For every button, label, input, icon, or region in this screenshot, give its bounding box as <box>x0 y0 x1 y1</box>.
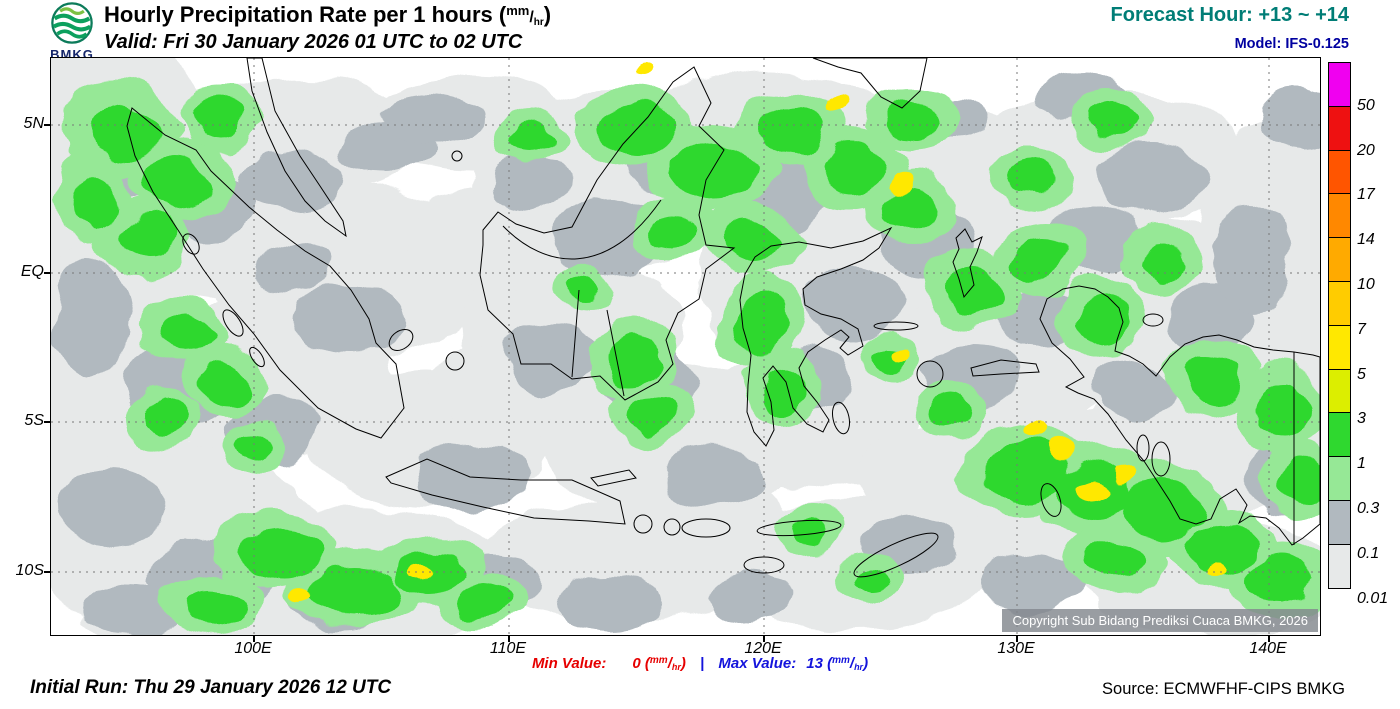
source-label: Source: ECMWFHF-CIPS BMKG <box>1102 680 1345 698</box>
lon-tick-mark <box>508 636 510 642</box>
colorbar <box>1328 62 1351 589</box>
colorbar-label: 17 <box>1357 186 1375 204</box>
colorbar-segment <box>1328 149 1351 195</box>
page-title: Hourly Precipitation Rate per 1 hours (m… <box>104 2 551 28</box>
initial-run-label: Initial Run: Thu 29 January 2026 12 UTC <box>30 677 392 698</box>
title-text: Hourly Precipitation Rate per 1 hours ( <box>104 2 507 27</box>
lat-tick-mark <box>44 571 50 573</box>
colorbar-segment <box>1328 456 1351 501</box>
lat-tick-mark <box>44 124 50 126</box>
minmax-separator: | <box>700 655 705 672</box>
colorbar-label: 50 <box>1357 96 1375 114</box>
precip-layer-green <box>76 100 1320 624</box>
colorbar-segment <box>1328 237 1351 282</box>
bmkg-logo: BMKG <box>44 2 100 62</box>
lat-tick-label: 5N <box>23 115 44 132</box>
colorbar-segment <box>1328 62 1351 107</box>
minmax-line: Min Value: 0 (mm/hr) | Max Value: 13 (mm/h… <box>0 655 1400 672</box>
title-unit-numerator: mm <box>506 3 530 18</box>
colorbar-segment <box>1328 412 1351 458</box>
lon-tick-mark <box>1016 636 1018 642</box>
lon-tick-label: 140E <box>1249 640 1287 657</box>
min-value-unit: (mm/hr) <box>644 655 686 672</box>
colorbar-label: 0.01 <box>1357 589 1389 607</box>
lon-tick-label: 110E <box>489 640 527 657</box>
colorbar-label: 3 <box>1357 410 1366 428</box>
colorbar-label: 5 <box>1357 365 1366 383</box>
lon-tick-label: 130E <box>997 640 1035 657</box>
lat-tick-label: 10S <box>15 562 44 579</box>
lat-tick-label: EQ <box>20 263 44 280</box>
title-unit-slash: / <box>529 9 534 26</box>
lat-tick-label: 5S <box>24 412 44 429</box>
colorbar-label: 0.1 <box>1357 544 1380 562</box>
colorbar-label: 7 <box>1357 320 1366 338</box>
forecast-hour-label: Forecast Hour: +13 ~ +14 <box>1110 4 1349 26</box>
precipitation-map <box>51 58 1320 635</box>
colorbar-segment <box>1328 543 1351 589</box>
colorbar-label: 20 <box>1357 141 1375 159</box>
max-value-unit: (mm/hr) <box>827 655 869 672</box>
colorbar-segment <box>1328 499 1351 545</box>
lat-tick-mark <box>44 272 50 274</box>
colorbar-segment <box>1328 193 1351 239</box>
colorbar-label: 10 <box>1357 276 1375 293</box>
colorbar-segment <box>1328 280 1351 326</box>
valid-time-line: Valid: Fri 30 January 2026 01 UTC to 02 … <box>104 31 523 53</box>
copyright-notice: Copyright Sub Bidang Prediksi Cuaca BMKG… <box>1002 609 1318 632</box>
title-unit-denominator: hr <box>533 17 544 28</box>
bmkg-logo-icon <box>49 2 95 48</box>
min-value-label: Min Value: <box>531 655 607 672</box>
title-close-paren: ) <box>543 2 552 27</box>
max-value-label: Max Value: <box>718 655 797 672</box>
coastlines <box>126 58 1320 578</box>
precipitation-field <box>51 58 1320 635</box>
colorbar-segment <box>1328 324 1351 370</box>
lon-tick-mark <box>253 636 255 642</box>
gridlines <box>51 58 1320 635</box>
map-area: Copyright Sub Bidang Prediksi Cuaca BMKG… <box>50 57 1321 636</box>
precip-layer-yellow <box>292 63 1227 606</box>
lon-tick-label: 120E <box>744 640 782 657</box>
lat-tick-mark <box>44 421 50 423</box>
lon-tick-mark <box>1268 636 1270 642</box>
colorbar-segment <box>1328 105 1351 151</box>
colorbar-segment <box>1328 368 1351 414</box>
lon-tick-mark <box>763 636 765 642</box>
colorbar-label: 0.3 <box>1357 500 1380 517</box>
model-label: Model: IFS-0.125 <box>1234 36 1349 52</box>
max-value: 13 <box>806 655 823 672</box>
colorbar-label: 14 <box>1357 231 1375 249</box>
lon-tick-label: 100E <box>234 640 272 657</box>
colorbar-label: 1 <box>1357 455 1366 473</box>
min-value: 0 <box>632 655 641 672</box>
